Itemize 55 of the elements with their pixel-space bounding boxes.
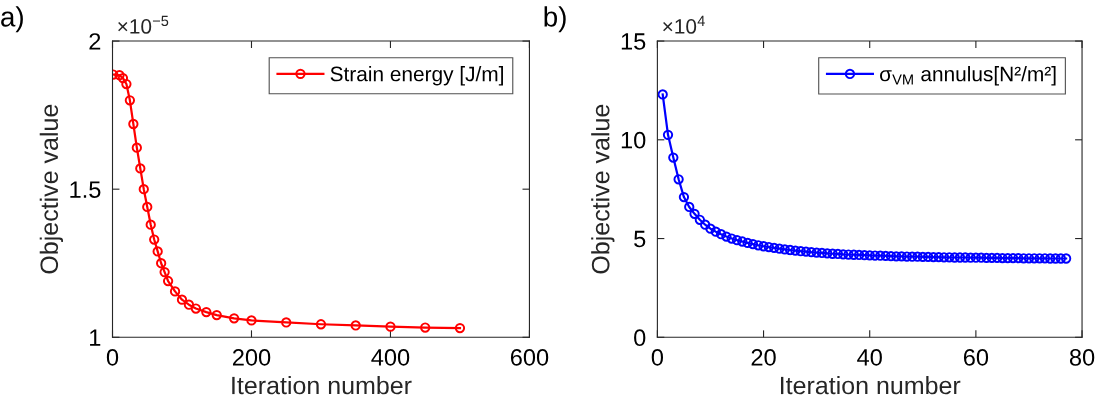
point bbox=[385, 321, 396, 332]
point bbox=[201, 306, 212, 318]
point bbox=[156, 258, 167, 269]
y-tick-label: 1 bbox=[90, 329, 101, 346]
point bbox=[142, 201, 153, 213]
point bbox=[211, 309, 222, 321]
point bbox=[228, 313, 240, 324]
point bbox=[138, 184, 149, 195]
x-tick-label: 0 bbox=[106, 349, 119, 366]
point bbox=[124, 95, 136, 106]
point bbox=[183, 299, 195, 310]
point bbox=[117, 72, 129, 84]
x-tick-label: 400 bbox=[371, 349, 410, 366]
point bbox=[121, 78, 132, 90]
legend-label: σ$_{VM}$ annulus[N²/m²] bbox=[880, 66, 1056, 86]
y-tick-label: 15 bbox=[621, 33, 646, 50]
point bbox=[420, 322, 431, 333]
point bbox=[315, 319, 327, 330]
y-tick-label: 2 bbox=[89, 33, 101, 50]
text: b) bbox=[544, 6, 566, 33]
point bbox=[159, 266, 170, 278]
y-tick-label: 5 bbox=[634, 230, 646, 248]
x-tick-label: 200 bbox=[232, 349, 271, 366]
point bbox=[246, 315, 257, 326]
point bbox=[454, 322, 466, 334]
text: a) bbox=[1, 6, 23, 33]
point bbox=[281, 317, 292, 328]
point bbox=[145, 219, 156, 230]
point bbox=[152, 246, 163, 257]
x-tick-label: 80 bbox=[1069, 349, 1095, 366]
x-tick-label: 60 bbox=[963, 349, 989, 366]
y-tick-label: 10 bbox=[621, 131, 646, 149]
y-axis-title: Objective value bbox=[39, 104, 64, 274]
x-tick-label: 600 bbox=[510, 349, 549, 366]
x-axis-title: Iteration number bbox=[232, 375, 412, 395]
point bbox=[128, 118, 139, 130]
point bbox=[169, 286, 181, 297]
point bbox=[114, 69, 125, 81]
point bbox=[190, 303, 202, 314]
x-axis-title: Iteration number bbox=[781, 375, 961, 395]
text: ×10$^{−5}$ bbox=[118, 15, 169, 34]
x-tick-label: 20 bbox=[751, 349, 776, 366]
point bbox=[162, 275, 174, 287]
point bbox=[149, 234, 160, 245]
point bbox=[176, 294, 188, 305]
point bbox=[135, 163, 146, 174]
point bbox=[131, 142, 142, 153]
point bbox=[350, 320, 361, 331]
x-tick-label: 0 bbox=[651, 349, 664, 366]
y-tick-label: 1.5 bbox=[70, 181, 101, 198]
text: ×10$^{4}$ bbox=[663, 15, 705, 34]
legend-label: Strain energy [J/m] bbox=[330, 66, 503, 86]
y-axis-title: Objective value bbox=[591, 104, 615, 274]
y-tick-label: 0 bbox=[634, 329, 646, 347]
x-tick-label: 40 bbox=[857, 349, 882, 366]
